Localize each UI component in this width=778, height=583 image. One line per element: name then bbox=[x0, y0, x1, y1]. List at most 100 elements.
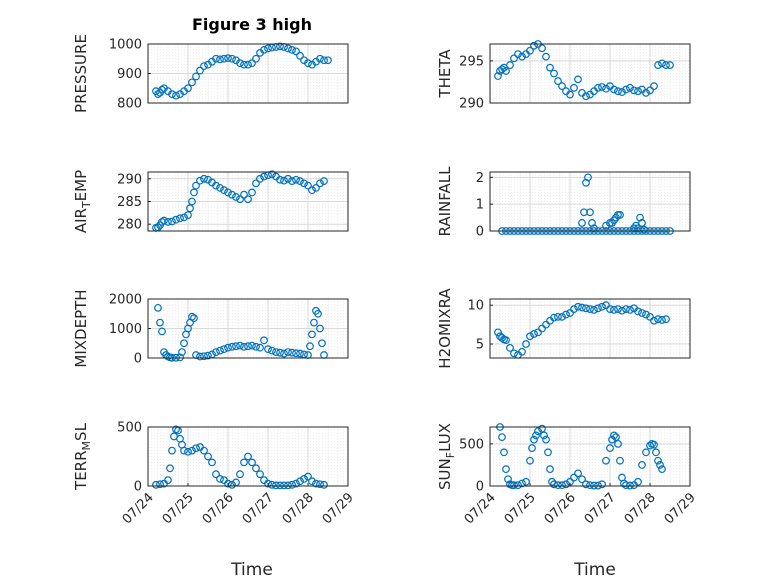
subplot-mixdepth: 0 1000 2000 MIXDEPTH bbox=[72, 289, 349, 368]
data-point bbox=[316, 179, 324, 188]
data-point bbox=[618, 306, 626, 315]
data-point bbox=[192, 72, 200, 81]
data-point bbox=[180, 446, 188, 455]
data-point bbox=[284, 348, 292, 357]
data-point bbox=[642, 88, 650, 97]
data-point bbox=[602, 456, 610, 465]
data-point bbox=[320, 56, 328, 65]
data-point bbox=[260, 172, 268, 181]
data-point bbox=[160, 216, 168, 225]
data-point bbox=[212, 348, 220, 357]
y-tick-label: 10 bbox=[467, 299, 484, 314]
data-point bbox=[546, 465, 554, 474]
data-point bbox=[272, 481, 280, 490]
data-point bbox=[224, 188, 232, 197]
data-point bbox=[306, 342, 314, 351]
data-point bbox=[540, 431, 548, 440]
data-point bbox=[208, 458, 216, 467]
data-point bbox=[542, 435, 550, 444]
data-point bbox=[646, 441, 654, 450]
data-point bbox=[180, 213, 188, 222]
data-point bbox=[602, 84, 610, 93]
data-point bbox=[534, 427, 542, 436]
data-point bbox=[578, 303, 586, 312]
data-point bbox=[188, 197, 196, 206]
data-point bbox=[156, 480, 164, 489]
x-tick-label: 07/29 bbox=[662, 490, 699, 527]
data-point bbox=[534, 328, 542, 337]
data-point bbox=[220, 186, 228, 195]
figure-title: Figure 3 high bbox=[192, 15, 312, 34]
data-point bbox=[188, 446, 196, 455]
data-point bbox=[612, 433, 620, 442]
data-point bbox=[240, 342, 248, 351]
data-point bbox=[190, 188, 198, 197]
data-point bbox=[190, 314, 198, 323]
data-point bbox=[554, 312, 562, 321]
data-point bbox=[268, 170, 276, 179]
data-point bbox=[616, 211, 624, 219]
data-point bbox=[562, 480, 570, 489]
x-tick-label: 07/28 bbox=[622, 490, 659, 527]
data-point bbox=[510, 349, 518, 358]
data-point bbox=[224, 54, 232, 63]
data-point bbox=[216, 183, 224, 192]
data-point bbox=[248, 341, 256, 350]
y-tick-label: 285 bbox=[117, 195, 142, 210]
subplot-theta: 290 295 THETA bbox=[436, 40, 691, 112]
data-point bbox=[582, 92, 590, 101]
data-point bbox=[584, 173, 592, 182]
data-point bbox=[618, 88, 626, 96]
data-point bbox=[216, 55, 224, 64]
data-point bbox=[268, 480, 276, 489]
data-point bbox=[276, 481, 284, 490]
data-point bbox=[320, 480, 328, 489]
data-point bbox=[506, 344, 514, 352]
y-tick-label: 900 bbox=[117, 67, 142, 82]
data-point bbox=[578, 219, 586, 227]
data-point bbox=[264, 44, 272, 53]
data-point bbox=[248, 59, 256, 68]
data-point bbox=[304, 181, 312, 190]
data-point bbox=[296, 51, 304, 60]
data-point bbox=[280, 349, 288, 358]
data-point bbox=[498, 433, 506, 442]
data-point bbox=[646, 86, 654, 95]
data-point bbox=[260, 46, 268, 54]
data-point bbox=[602, 301, 610, 310]
data-point bbox=[304, 472, 312, 481]
y-tick-label: 500 bbox=[117, 421, 142, 436]
data-point bbox=[538, 44, 546, 53]
data-point bbox=[626, 305, 634, 314]
data-point bbox=[598, 480, 606, 489]
data-point bbox=[192, 444, 200, 453]
data-point bbox=[498, 333, 506, 342]
data-point bbox=[154, 90, 162, 99]
data-point bbox=[292, 349, 300, 358]
data-point bbox=[538, 324, 546, 333]
data-point bbox=[666, 61, 674, 69]
data-point bbox=[168, 446, 176, 455]
data-point bbox=[244, 60, 252, 69]
data-point bbox=[296, 349, 304, 358]
data-point bbox=[168, 90, 176, 99]
data-point bbox=[622, 481, 630, 490]
y-axis-label: H2OMIXRA bbox=[436, 288, 454, 369]
data-point bbox=[284, 174, 292, 183]
data-point bbox=[550, 313, 558, 322]
data-point bbox=[542, 52, 550, 61]
y-tick-label: 2000 bbox=[109, 293, 142, 308]
data-point bbox=[598, 302, 606, 311]
data-point bbox=[200, 446, 208, 455]
axes-box bbox=[489, 43, 691, 104]
data-point bbox=[244, 452, 252, 461]
data-point bbox=[166, 464, 174, 473]
data-point bbox=[176, 353, 184, 362]
data-point bbox=[554, 481, 562, 490]
y-tick-label: 0 bbox=[134, 480, 142, 495]
data-point bbox=[308, 330, 316, 339]
data-point bbox=[526, 332, 534, 341]
data-point bbox=[502, 67, 510, 75]
data-point bbox=[530, 435, 538, 444]
